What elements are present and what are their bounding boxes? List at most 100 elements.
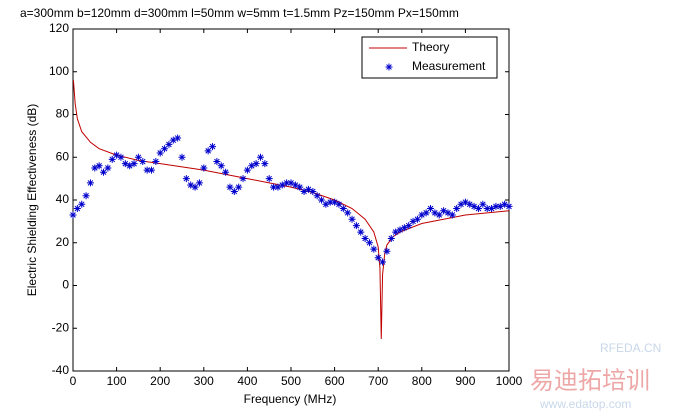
x-axis-label: Frequency (MHz) — [244, 392, 337, 406]
marker — [274, 183, 282, 191]
marker — [143, 166, 151, 174]
y-tick-label: 100 — [49, 64, 69, 78]
marker — [383, 247, 391, 255]
marker — [309, 187, 317, 195]
marker — [217, 162, 225, 170]
marker — [139, 158, 147, 166]
marker — [226, 183, 234, 191]
marker — [78, 200, 86, 208]
marker — [178, 153, 186, 161]
plot-area — [72, 28, 510, 372]
marker — [270, 183, 278, 191]
marker — [474, 205, 482, 213]
marker — [174, 134, 182, 142]
marker — [82, 192, 90, 200]
marker — [69, 211, 77, 219]
x-tick-label: 500 — [281, 374, 301, 388]
marker — [235, 183, 243, 191]
legend-label: Theory — [412, 40, 449, 54]
marker — [300, 187, 308, 195]
marker — [248, 162, 256, 170]
marker — [344, 209, 352, 217]
marker — [165, 140, 173, 148]
marker — [483, 205, 491, 213]
marker — [326, 198, 334, 206]
marker — [379, 258, 387, 266]
marker — [357, 228, 365, 236]
marker — [130, 160, 138, 168]
marker — [126, 162, 134, 170]
y-tick-label: 0 — [62, 278, 69, 292]
marker — [461, 198, 469, 206]
y-axis-label: Electric Shielding Effectiveness (dB) — [25, 104, 39, 297]
marker — [261, 160, 269, 168]
marker — [440, 207, 448, 215]
marker — [318, 196, 326, 204]
marker — [195, 179, 203, 187]
watermark: RFEDA.CN — [600, 341, 661, 355]
x-tick-label: 0 — [70, 374, 77, 388]
watermark: www.edatop.com — [539, 397, 631, 411]
marker — [73, 205, 81, 213]
marker — [239, 175, 247, 183]
marker — [409, 217, 417, 225]
marker — [431, 209, 439, 217]
x-tick-label: 1000 — [496, 374, 523, 388]
marker — [86, 179, 94, 187]
marker — [492, 202, 500, 210]
marker — [213, 158, 221, 166]
marker — [365, 239, 373, 247]
marker — [95, 162, 103, 170]
marker — [448, 211, 456, 219]
marker — [296, 183, 304, 191]
x-tick-label: 800 — [412, 374, 432, 388]
marker — [453, 205, 461, 213]
marker — [396, 226, 404, 234]
marker — [169, 136, 177, 144]
marker — [435, 211, 443, 219]
marker — [230, 187, 238, 195]
marker — [479, 200, 487, 208]
marker — [265, 175, 273, 183]
y-tick-label: 80 — [56, 107, 70, 121]
marker — [505, 202, 513, 210]
marker — [339, 205, 347, 213]
marker — [322, 200, 330, 208]
marker — [427, 205, 435, 213]
marker — [352, 222, 360, 230]
x-tick-label: 600 — [325, 374, 345, 388]
marker — [422, 209, 430, 217]
marker — [501, 200, 509, 208]
y-tick-label: 120 — [49, 21, 69, 35]
marker — [104, 164, 112, 172]
marker — [256, 153, 264, 161]
marker — [100, 168, 108, 176]
y-tick-label: 40 — [56, 192, 70, 206]
marker — [348, 215, 356, 223]
marker — [466, 200, 474, 208]
marker — [313, 192, 321, 200]
marker — [182, 175, 190, 183]
marker — [243, 166, 251, 174]
marker — [374, 254, 382, 262]
marker — [370, 245, 378, 253]
marker — [187, 181, 195, 189]
marker — [470, 202, 478, 210]
marker — [488, 205, 496, 213]
marker — [418, 211, 426, 219]
marker — [117, 153, 125, 161]
marker — [496, 202, 504, 210]
marker — [113, 151, 121, 159]
marker — [304, 185, 312, 193]
marker — [222, 168, 230, 176]
legend-marker — [385, 63, 393, 71]
marker — [287, 179, 295, 187]
marker — [121, 160, 129, 168]
y-tick-label: 60 — [56, 149, 70, 163]
marker — [413, 215, 421, 223]
x-tick-label: 300 — [194, 374, 214, 388]
marker — [331, 198, 339, 206]
y-tick-label: 20 — [56, 235, 70, 249]
marker — [457, 200, 465, 208]
